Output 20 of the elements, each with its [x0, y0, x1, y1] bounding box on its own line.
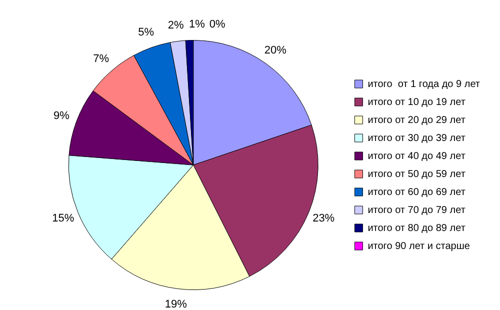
legend-label: итого от 30 до 39 лет — [368, 132, 466, 144]
data-label: 7% — [93, 52, 110, 65]
legend-label: итого от 40 до 49 лет — [368, 150, 466, 162]
data-label: 9% — [54, 110, 70, 122]
text: 0% — [209, 18, 226, 30]
data-label: 1% — [189, 18, 206, 30]
legend-label: итого от 60 до 69 лет — [368, 186, 466, 198]
data-label: 2% — [168, 19, 184, 32]
legend-label: итого от 70 до 79 лет — [368, 204, 466, 216]
data-label: 15% — [52, 212, 74, 224]
legend-label: итого от 10 до 19 лет — [368, 96, 466, 108]
legend-label: итого от 1 года до 9 лет — [368, 78, 480, 90]
data-label: 19% — [164, 298, 188, 310]
legend-label: итого от 80 до 89 лет — [368, 222, 466, 234]
data-label: 23% — [312, 212, 335, 224]
data-label: 5% — [138, 26, 154, 38]
legend-label: итого от 50 до 59 лет — [368, 168, 466, 180]
data-label: 20% — [264, 44, 287, 57]
legend-label: итого 90 лет и старше — [368, 240, 470, 252]
legend-label: итого от 20 до 29 лет — [368, 114, 466, 126]
